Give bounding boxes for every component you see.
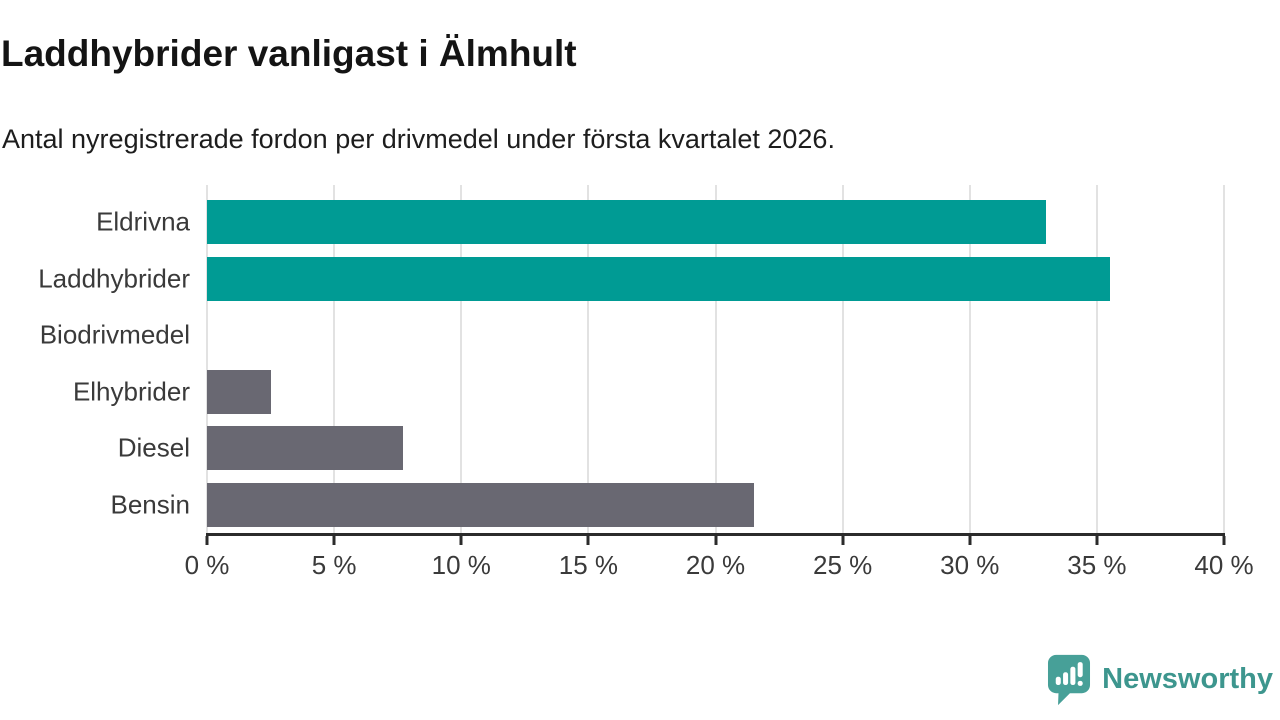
x-axis-tick [968, 536, 972, 545]
chart-subtitle: Antal nyregistrerade fordon per drivmede… [2, 124, 835, 154]
gridline [460, 185, 463, 533]
x-axis-tick [459, 536, 463, 545]
x-axis-line [206, 533, 1225, 536]
gridline [587, 185, 590, 533]
bar-elhybrider [207, 369, 271, 414]
x-axis-tick [332, 536, 336, 545]
x-axis-tick [841, 536, 845, 545]
bar-eldrivna [207, 200, 1047, 245]
gridline [206, 185, 208, 533]
gridline [841, 185, 844, 533]
x-axis-tick-label: 5 % [311, 550, 357, 580]
bar-bensin [207, 482, 754, 527]
x-axis-tick-label: 40 % [1194, 550, 1254, 580]
x-axis-tick-label: 0 % [184, 550, 230, 580]
gridline [1095, 185, 1098, 533]
bar-diesel [207, 426, 403, 471]
gridline [333, 185, 336, 533]
category-label-biodrivmedel: Biodrivmedel [39, 319, 190, 350]
category-label-diesel: Diesel [117, 432, 190, 463]
category-label-elhybrider: Elhybrider [72, 376, 190, 407]
category-label-laddhybrider: Laddhybrider [38, 263, 190, 294]
gridline [1223, 185, 1225, 533]
y-axis-category-labels: Eldrivna Laddhybrider Biodrivmedel Elhybrid… [0, 185, 190, 533]
category-label-bensin: Bensin [110, 489, 191, 520]
gridline [714, 185, 717, 533]
x-axis-tick-label: 10 % [431, 550, 491, 580]
x-axis-tick-label: 30 % [940, 550, 1000, 580]
plot-area: 0 % 5 % 10 % 15 % 20 % 25 % 30 % 35 % 40 % [185, 185, 1254, 580]
bar-laddhybrider [207, 256, 1110, 301]
chart-title: Laddhybrider vanligast i Älmhult [1, 33, 577, 74]
x-axis-tick-label: 20 % [685, 550, 746, 580]
x-axis-tick-label: 35 % [1067, 550, 1127, 580]
x-axis-tick [714, 536, 717, 545]
newsworthy-logo: Newsworthy [1046, 653, 1273, 706]
x-axis-tick-label: 15 % [558, 550, 619, 580]
gridline [968, 185, 971, 533]
x-axis-tick [586, 536, 590, 545]
bar-chart-speech-bubble-icon [1048, 654, 1091, 706]
newsworthy-brand-text: Newsworthy [1102, 663, 1273, 695]
category-label-eldrivna: Eldrivna [96, 206, 190, 237]
x-axis-tick [205, 536, 209, 545]
x-axis-tick [1095, 536, 1099, 545]
x-axis-tick-label: 25 % [812, 550, 873, 580]
x-axis-tick [1222, 536, 1226, 545]
